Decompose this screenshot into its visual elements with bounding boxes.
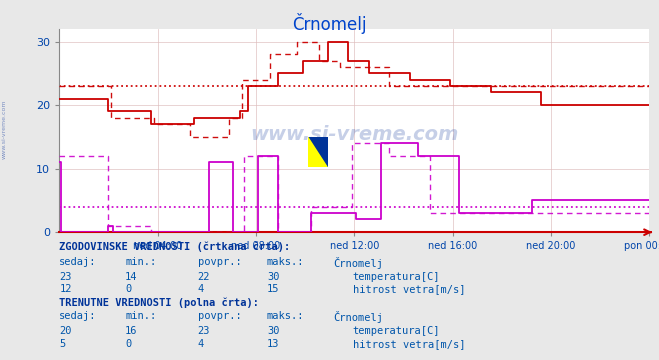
Text: hitrost vetra[m/s]: hitrost vetra[m/s] [353, 339, 465, 349]
Text: 30: 30 [267, 272, 279, 282]
Text: Črnomelj: Črnomelj [333, 311, 383, 323]
Text: 23: 23 [198, 326, 210, 336]
Text: 4: 4 [198, 339, 204, 349]
Text: 12: 12 [59, 284, 72, 294]
Polygon shape [318, 137, 328, 167]
Text: 13: 13 [267, 339, 279, 349]
Text: 5: 5 [59, 339, 65, 349]
Text: 14: 14 [125, 272, 138, 282]
Text: 16: 16 [125, 326, 138, 336]
Polygon shape [308, 137, 328, 167]
Text: 0: 0 [125, 284, 131, 294]
Text: maks.:: maks.: [267, 257, 304, 267]
Text: 0: 0 [125, 339, 131, 349]
Text: hitrost vetra[m/s]: hitrost vetra[m/s] [353, 284, 465, 294]
Text: www.si-vreme.com: www.si-vreme.com [2, 100, 7, 159]
Text: Črnomelj: Črnomelj [333, 257, 383, 269]
Text: 15: 15 [267, 284, 279, 294]
Polygon shape [308, 137, 328, 167]
Text: povpr.:: povpr.: [198, 311, 241, 321]
Text: maks.:: maks.: [267, 311, 304, 321]
Text: 20: 20 [59, 326, 72, 336]
Text: TRENUTNE VREDNOSTI (polna črta):: TRENUTNE VREDNOSTI (polna črta): [59, 297, 259, 307]
Text: sedaj:: sedaj: [59, 311, 97, 321]
Text: ZGODOVINSKE VREDNOSTI (črtkana črta):: ZGODOVINSKE VREDNOSTI (črtkana črta): [59, 241, 291, 252]
Text: www.si-vreme.com: www.si-vreme.com [250, 125, 459, 144]
Text: 23: 23 [59, 272, 72, 282]
Text: min.:: min.: [125, 311, 156, 321]
Text: temperatura[C]: temperatura[C] [353, 326, 440, 336]
Text: 4: 4 [198, 284, 204, 294]
Text: Črnomelj: Črnomelj [292, 13, 367, 33]
Text: temperatura[C]: temperatura[C] [353, 272, 440, 282]
Text: sedaj:: sedaj: [59, 257, 97, 267]
Text: min.:: min.: [125, 257, 156, 267]
Text: 30: 30 [267, 326, 279, 336]
Text: 22: 22 [198, 272, 210, 282]
Text: povpr.:: povpr.: [198, 257, 241, 267]
